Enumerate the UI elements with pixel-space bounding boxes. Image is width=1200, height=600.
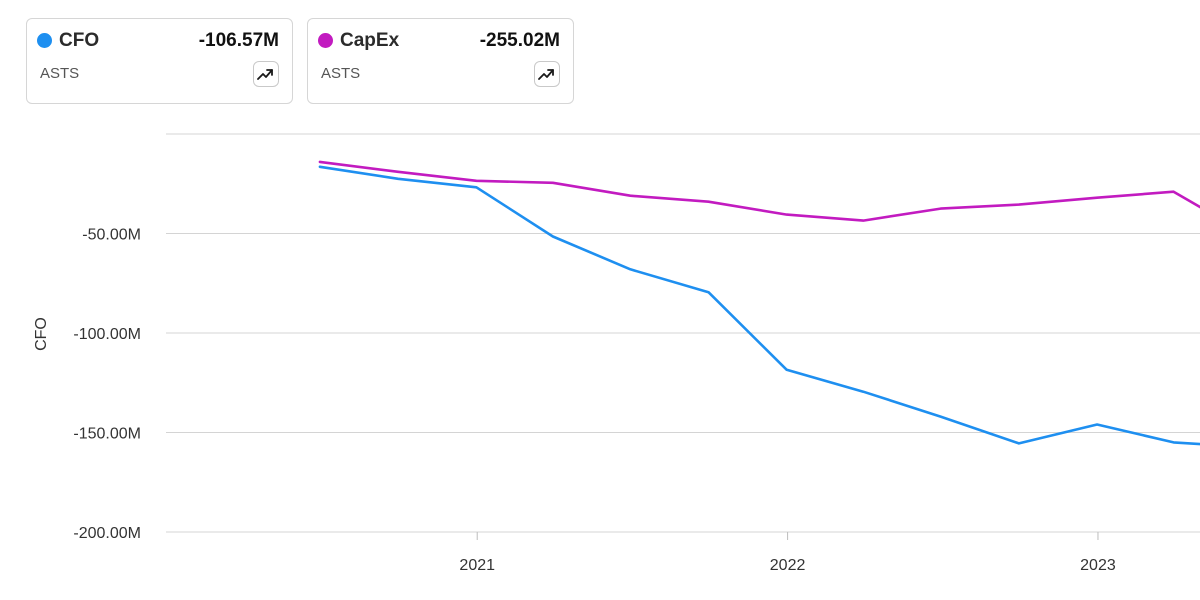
y-tick-label: -150.00M bbox=[73, 426, 141, 443]
legend-series-value: -255.02M bbox=[479, 30, 560, 51]
series-lines bbox=[318, 160, 1200, 446]
x-tick-label: 2022 bbox=[770, 557, 806, 574]
legend-card-capex[interactable]: CapEx -255.02M ASTS bbox=[307, 18, 574, 104]
trend-arrow-icon[interactable] bbox=[534, 61, 560, 87]
grid-lines bbox=[166, 133, 1200, 533]
y-tick-label: -200.00M bbox=[73, 525, 141, 542]
series-line-capex bbox=[318, 160, 1200, 222]
legend-series-value: -106.57M bbox=[198, 30, 279, 51]
x-tick-label: 2023 bbox=[1080, 557, 1116, 574]
cfo-series-dot bbox=[37, 33, 52, 48]
y-axis-label: CFO bbox=[33, 317, 50, 351]
x-axis-ticks: 2021 2022 2023 bbox=[459, 532, 1116, 574]
legend-series-name: CFO bbox=[59, 30, 100, 51]
y-tick-label: -50.00M bbox=[82, 227, 141, 244]
legend-series-ticker: ASTS bbox=[321, 65, 361, 82]
y-axis-ticks: -50.00M -100.00M -150.00M -200.00M bbox=[73, 227, 141, 543]
legend-card-cfo[interactable]: CFO -106.57M ASTS bbox=[26, 18, 293, 104]
x-tick-label: 2021 bbox=[459, 557, 495, 574]
capex-series-dot bbox=[318, 33, 333, 48]
legend-series-name: CapEx bbox=[340, 30, 400, 51]
trend-arrow-icon[interactable] bbox=[253, 61, 279, 87]
legend-series-ticker: ASTS bbox=[40, 65, 80, 82]
y-tick-label: -100.00M bbox=[73, 326, 141, 343]
series-line-cfo bbox=[318, 165, 1200, 446]
